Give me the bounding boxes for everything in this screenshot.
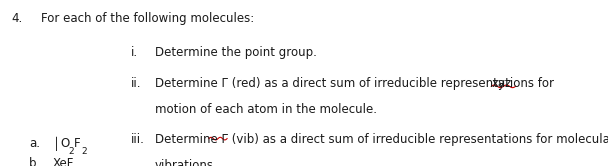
Text: 4.: 4. xyxy=(11,12,22,25)
Text: XeF: XeF xyxy=(53,157,74,166)
Text: F: F xyxy=(74,137,80,150)
Text: │: │ xyxy=(53,137,60,151)
Text: a.: a. xyxy=(29,137,40,150)
Text: motion of each atom in the molecule.: motion of each atom in the molecule. xyxy=(155,103,377,116)
Text: For each of the following molecules:: For each of the following molecules: xyxy=(41,12,255,25)
Text: xyz: xyz xyxy=(491,77,511,90)
Text: Determine Γ (vib) as a direct sum of irreducible representations for molecular: Determine Γ (vib) as a direct sum of irr… xyxy=(155,133,608,146)
Text: 2: 2 xyxy=(81,147,87,156)
Text: iii.: iii. xyxy=(131,133,145,146)
Text: ii.: ii. xyxy=(131,77,141,90)
Text: 2: 2 xyxy=(68,147,74,156)
Text: O: O xyxy=(60,137,69,150)
Text: b.: b. xyxy=(29,157,41,166)
Text: vibrations.: vibrations. xyxy=(155,159,218,166)
Text: i.: i. xyxy=(131,46,138,59)
Text: Determine the point group.: Determine the point group. xyxy=(155,46,317,59)
Text: Determine Γ (red) as a direct sum of irreducible representations for: Determine Γ (red) as a direct sum of irr… xyxy=(155,77,558,90)
